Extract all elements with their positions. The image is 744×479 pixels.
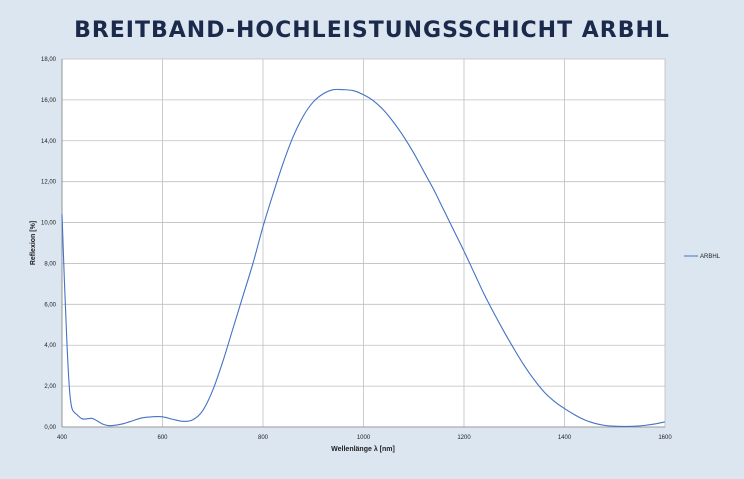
y-tick-label: 14,00 — [41, 139, 57, 145]
y-tick-label: 4,00 — [44, 343, 56, 349]
y-tick-label: 6,00 — [44, 302, 56, 308]
series-group — [61, 88, 666, 427]
y-tick-label: 2,00 — [44, 384, 56, 390]
y-axis-label: Reflexion [%] — [30, 221, 37, 265]
x-tick-label: 1400 — [558, 435, 572, 441]
x-axis-label: Wellenlänge λ [nm] — [331, 445, 395, 453]
x-tick-label: 800 — [258, 435, 269, 441]
x-tick-label: 1000 — [357, 435, 371, 441]
y-tick-label: 10,00 — [41, 221, 57, 227]
y-axis-ticks: 0,00 2,00 4,00 6,00 8,00 10,00 12,00 14,00 16,00… — [41, 57, 57, 431]
legend: ARBHL — [684, 254, 721, 260]
y-tick-label: 16,00 — [41, 98, 57, 104]
series-line-arbhl — [61, 88, 666, 427]
y-tick-label: 12,00 — [41, 180, 57, 186]
x-axis-ticks: 400 600 800 1000 1200 1400 1600 — [57, 435, 672, 441]
x-tick-label: 1600 — [658, 435, 672, 441]
x-tick-label: 600 — [157, 435, 168, 441]
x-tick-label: 1200 — [457, 435, 471, 441]
y-tick-label: 8,00 — [44, 261, 56, 267]
legend-label: ARBHL — [700, 254, 721, 260]
grid — [61, 58, 666, 428]
y-tick-label: 0,00 — [44, 425, 56, 431]
x-tick-label: 400 — [57, 435, 68, 441]
y-tick-label: 18,00 — [41, 57, 57, 63]
chart-title: BREITBAND-HOCHLEISTUNGSSCHICHT ARBHL — [74, 18, 670, 43]
